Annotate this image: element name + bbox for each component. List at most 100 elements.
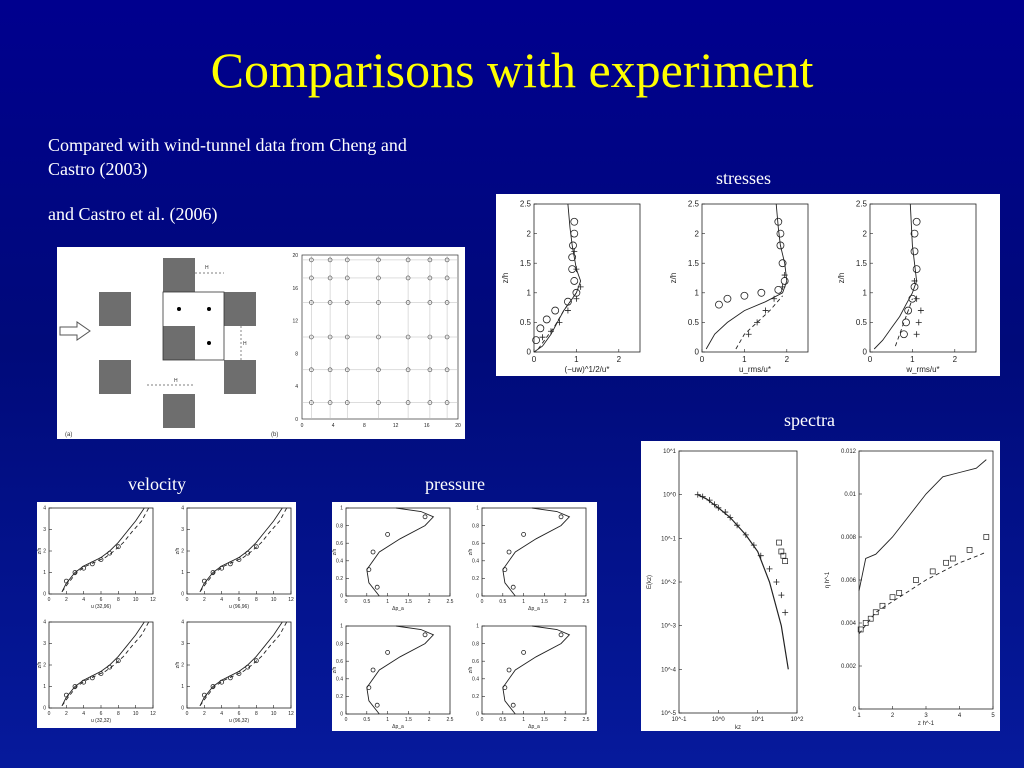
probe-point — [444, 400, 450, 405]
pressure-figure: 0 0.5 1 1.5 2 2.5 0 0.2 0.4 0.6 0.8 1 Δp_a z/h 0 0.5 1 1.… — [332, 502, 597, 731]
data-point-circle — [253, 544, 259, 550]
y-axis-label: z/h — [501, 273, 510, 284]
y-tick-label: 2.5 — [856, 200, 868, 209]
x-tick-label: 0 — [301, 423, 304, 429]
probe-point — [376, 257, 381, 263]
x-tick-label: 0 — [532, 355, 537, 364]
x-tick-label: 1 — [742, 355, 747, 364]
data-point-circle — [570, 217, 579, 226]
data-point-circle — [63, 578, 69, 584]
data-point-circle — [370, 549, 376, 555]
probe-point — [376, 334, 381, 340]
y-tick-label: 0 — [853, 707, 857, 713]
y-tick-label: 0.2 — [472, 694, 479, 700]
solid-series-line — [366, 507, 435, 597]
x-tick-label: 4 — [220, 597, 223, 603]
y-tick-label: 0.6 — [336, 541, 343, 547]
x-tick-label: 6 — [238, 711, 241, 717]
x-tick-label: 10 — [133, 711, 139, 717]
x-tick-label: 2 — [785, 355, 790, 364]
dashed-series-line — [199, 621, 288, 707]
y-tick-label: 4 — [43, 506, 46, 512]
spectra-svg: 10^-1 10^0 10^1 10^2 10^1 10^0 10^-1 10^-2 10^-3… — [647, 449, 995, 731]
stresses-svg: 0 1 2 0 0.5 1 1.5 2 2.5 (−uw)^1/2/u* z/h 0 1 2 0 0.5 1 1.… — [501, 200, 977, 374]
building-block — [99, 292, 131, 326]
x-axis-label: z h^-1 — [918, 721, 935, 727]
x-tick-label: 2.5 — [447, 717, 454, 723]
x-tick-label: 0.5 — [363, 599, 370, 605]
data-point-square — [780, 552, 787, 559]
data-point-plus — [715, 504, 722, 511]
probe-point — [376, 300, 381, 305]
probe-point — [309, 257, 314, 263]
x-tick-label: 8 — [117, 597, 120, 603]
probe-point — [309, 367, 314, 373]
y-tick-label: 0.5 — [688, 318, 700, 327]
data-point-circle — [98, 671, 104, 677]
x-tick-label: 2.5 — [447, 599, 454, 605]
y-axis-label: z/h — [669, 273, 678, 284]
caption-velocity: velocity — [128, 474, 186, 494]
probe-point — [376, 275, 381, 281]
x-tick-label: 2 — [203, 597, 206, 603]
intro-line-3: and Castro et al. (2006) — [48, 204, 218, 224]
x-tick-label: 8 — [255, 711, 258, 717]
y-tick-label: 4 — [181, 506, 184, 512]
y-tick-label: 0 — [527, 348, 532, 357]
data-point-square — [943, 559, 949, 566]
y-tick-label: 0.4 — [472, 558, 479, 564]
y-tick-label: 1.5 — [688, 259, 700, 268]
y-tick-label: 0.8 — [336, 641, 343, 647]
x-tick-label: 1.5 — [405, 599, 412, 605]
x-tick-label: 0 — [481, 717, 484, 723]
data-point-plus — [742, 531, 749, 538]
data-point-circle — [81, 565, 87, 571]
x-axis-label: u (96,96) — [229, 604, 249, 610]
x-tick-label: 12 — [150, 597, 156, 603]
y-tick-label: 10^-3 — [661, 624, 676, 630]
probe-point — [344, 334, 350, 340]
x-tick-label: 1 — [910, 355, 915, 364]
y-tick-label: 1 — [340, 624, 343, 630]
x-tick-label: 0 — [186, 597, 189, 603]
x-tick-label: 12 — [288, 711, 294, 717]
x-tick-label: 0 — [868, 355, 873, 364]
x-tick-label: 0 — [48, 711, 51, 717]
y-tick-label: 1 — [181, 684, 184, 690]
data-point-circle — [385, 649, 390, 655]
data-point-square — [913, 577, 919, 583]
data-point-circle — [900, 330, 908, 339]
x-tick-label: 12 — [393, 423, 399, 429]
data-point-circle — [502, 567, 508, 572]
y-tick-label: 0.2 — [336, 576, 343, 582]
probe-point — [427, 334, 433, 340]
data-point-square — [896, 590, 903, 596]
y-axis-label: z/h — [468, 666, 474, 673]
x-tick-label: 2 — [617, 355, 622, 364]
probe-point — [309, 400, 314, 405]
data-point-plus — [917, 307, 924, 314]
x-axis-label: (−uw)^1/2/u* — [565, 365, 610, 374]
x-tick-label: 16 — [424, 423, 430, 429]
x-tick-label: 6 — [238, 597, 241, 603]
data-point-circle — [757, 288, 766, 297]
y-tick-label: 0 — [43, 706, 46, 712]
dashed-series-line — [61, 507, 150, 593]
data-point-circle — [89, 675, 95, 681]
y-tick-label: 2 — [527, 229, 532, 238]
figure-label-a: (a) — [65, 432, 72, 438]
data-point-plus — [547, 328, 554, 335]
x-tick-label: 5 — [991, 713, 995, 719]
y-tick-label: 1 — [43, 684, 46, 690]
y-tick-label: 1 — [181, 570, 184, 576]
data-point-plus — [564, 307, 571, 314]
y-tick-label: 1 — [476, 506, 479, 512]
solid-series-line — [502, 625, 571, 715]
y-tick-label: 0 — [340, 594, 343, 600]
x-tick-label: 2 — [65, 711, 68, 717]
y-tick-label: 0.4 — [472, 676, 479, 682]
data-point-square — [862, 620, 869, 626]
y-tick-label: 0.4 — [336, 558, 343, 564]
building-layout-figure: H H H (a) (b) 0 4 8 12 16 20 0 4 8 12 16 20 — [57, 247, 465, 439]
